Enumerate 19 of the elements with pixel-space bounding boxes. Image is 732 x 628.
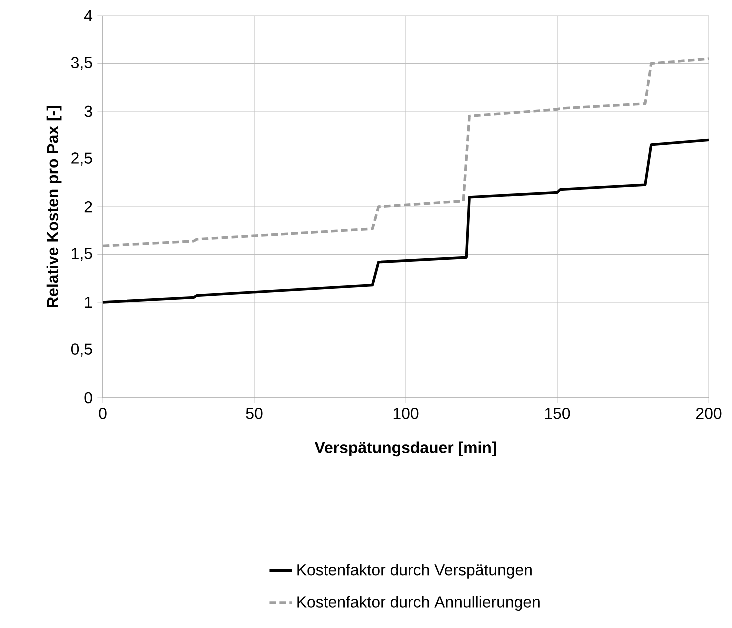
x-tick-label: 50 <box>246 408 263 420</box>
x-tick-label: 0 <box>99 408 107 420</box>
y-axis-title: Relative Kosten pro Pax [-] <box>46 106 62 308</box>
y-tick-label: 3,5 <box>71 57 92 70</box>
y-tick-label: 1 <box>85 297 92 308</box>
x-tick-label: 200 <box>696 408 722 420</box>
x-tick-label: 150 <box>545 408 570 420</box>
line-series <box>102 138 710 304</box>
y-tick-label: 2 <box>84 201 92 213</box>
y-tick-label: 3 <box>84 106 92 118</box>
y-tick-label: 1,5 <box>72 248 92 262</box>
y-tick-label: 0 <box>84 392 92 404</box>
legend-label: Kostenfaktor durch Verspätungen <box>298 564 532 579</box>
x-tick-label: 100 <box>394 408 419 420</box>
x-axis-title: Verspätungsdauer [min] <box>314 442 496 457</box>
y-tick-label: 4 <box>84 10 93 22</box>
y-tick-label: 0,5 <box>71 344 92 357</box>
y-tick-label: 2,5 <box>72 152 92 166</box>
legend-label: Kostenfaktor durch Annullierungen <box>298 596 540 612</box>
